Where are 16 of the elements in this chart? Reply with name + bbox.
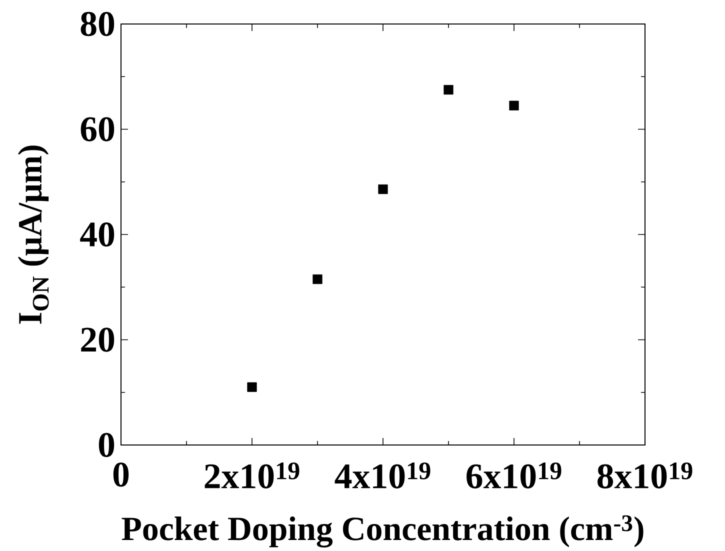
y-tick-label: 20 bbox=[81, 328, 114, 352]
y-tick-label: 0 bbox=[98, 432, 114, 458]
point bbox=[378, 184, 388, 194]
y-tick-label: 80 bbox=[80, 12, 114, 36]
y-tick-label: 40 bbox=[80, 222, 114, 247]
x-tick-label: 8x10$^{19}$ bbox=[598, 462, 692, 489]
point bbox=[312, 274, 322, 284]
point bbox=[444, 85, 454, 95]
point bbox=[247, 382, 257, 392]
x-axis-title: Pocket Doping Concentration (cm$^{-3}$) bbox=[122, 515, 644, 548]
x-tick-label: 2x10$^{19}$ bbox=[204, 462, 300, 489]
point bbox=[509, 100, 519, 110]
y-axis-title: I$_{ON}$ (μA/μm) bbox=[18, 146, 49, 324]
x-tick-label: 6x10$^{19}$ bbox=[466, 462, 562, 489]
y-tick-label: 60 bbox=[80, 117, 114, 142]
x-tick-label: 4x10$^{19}$ bbox=[334, 462, 430, 489]
